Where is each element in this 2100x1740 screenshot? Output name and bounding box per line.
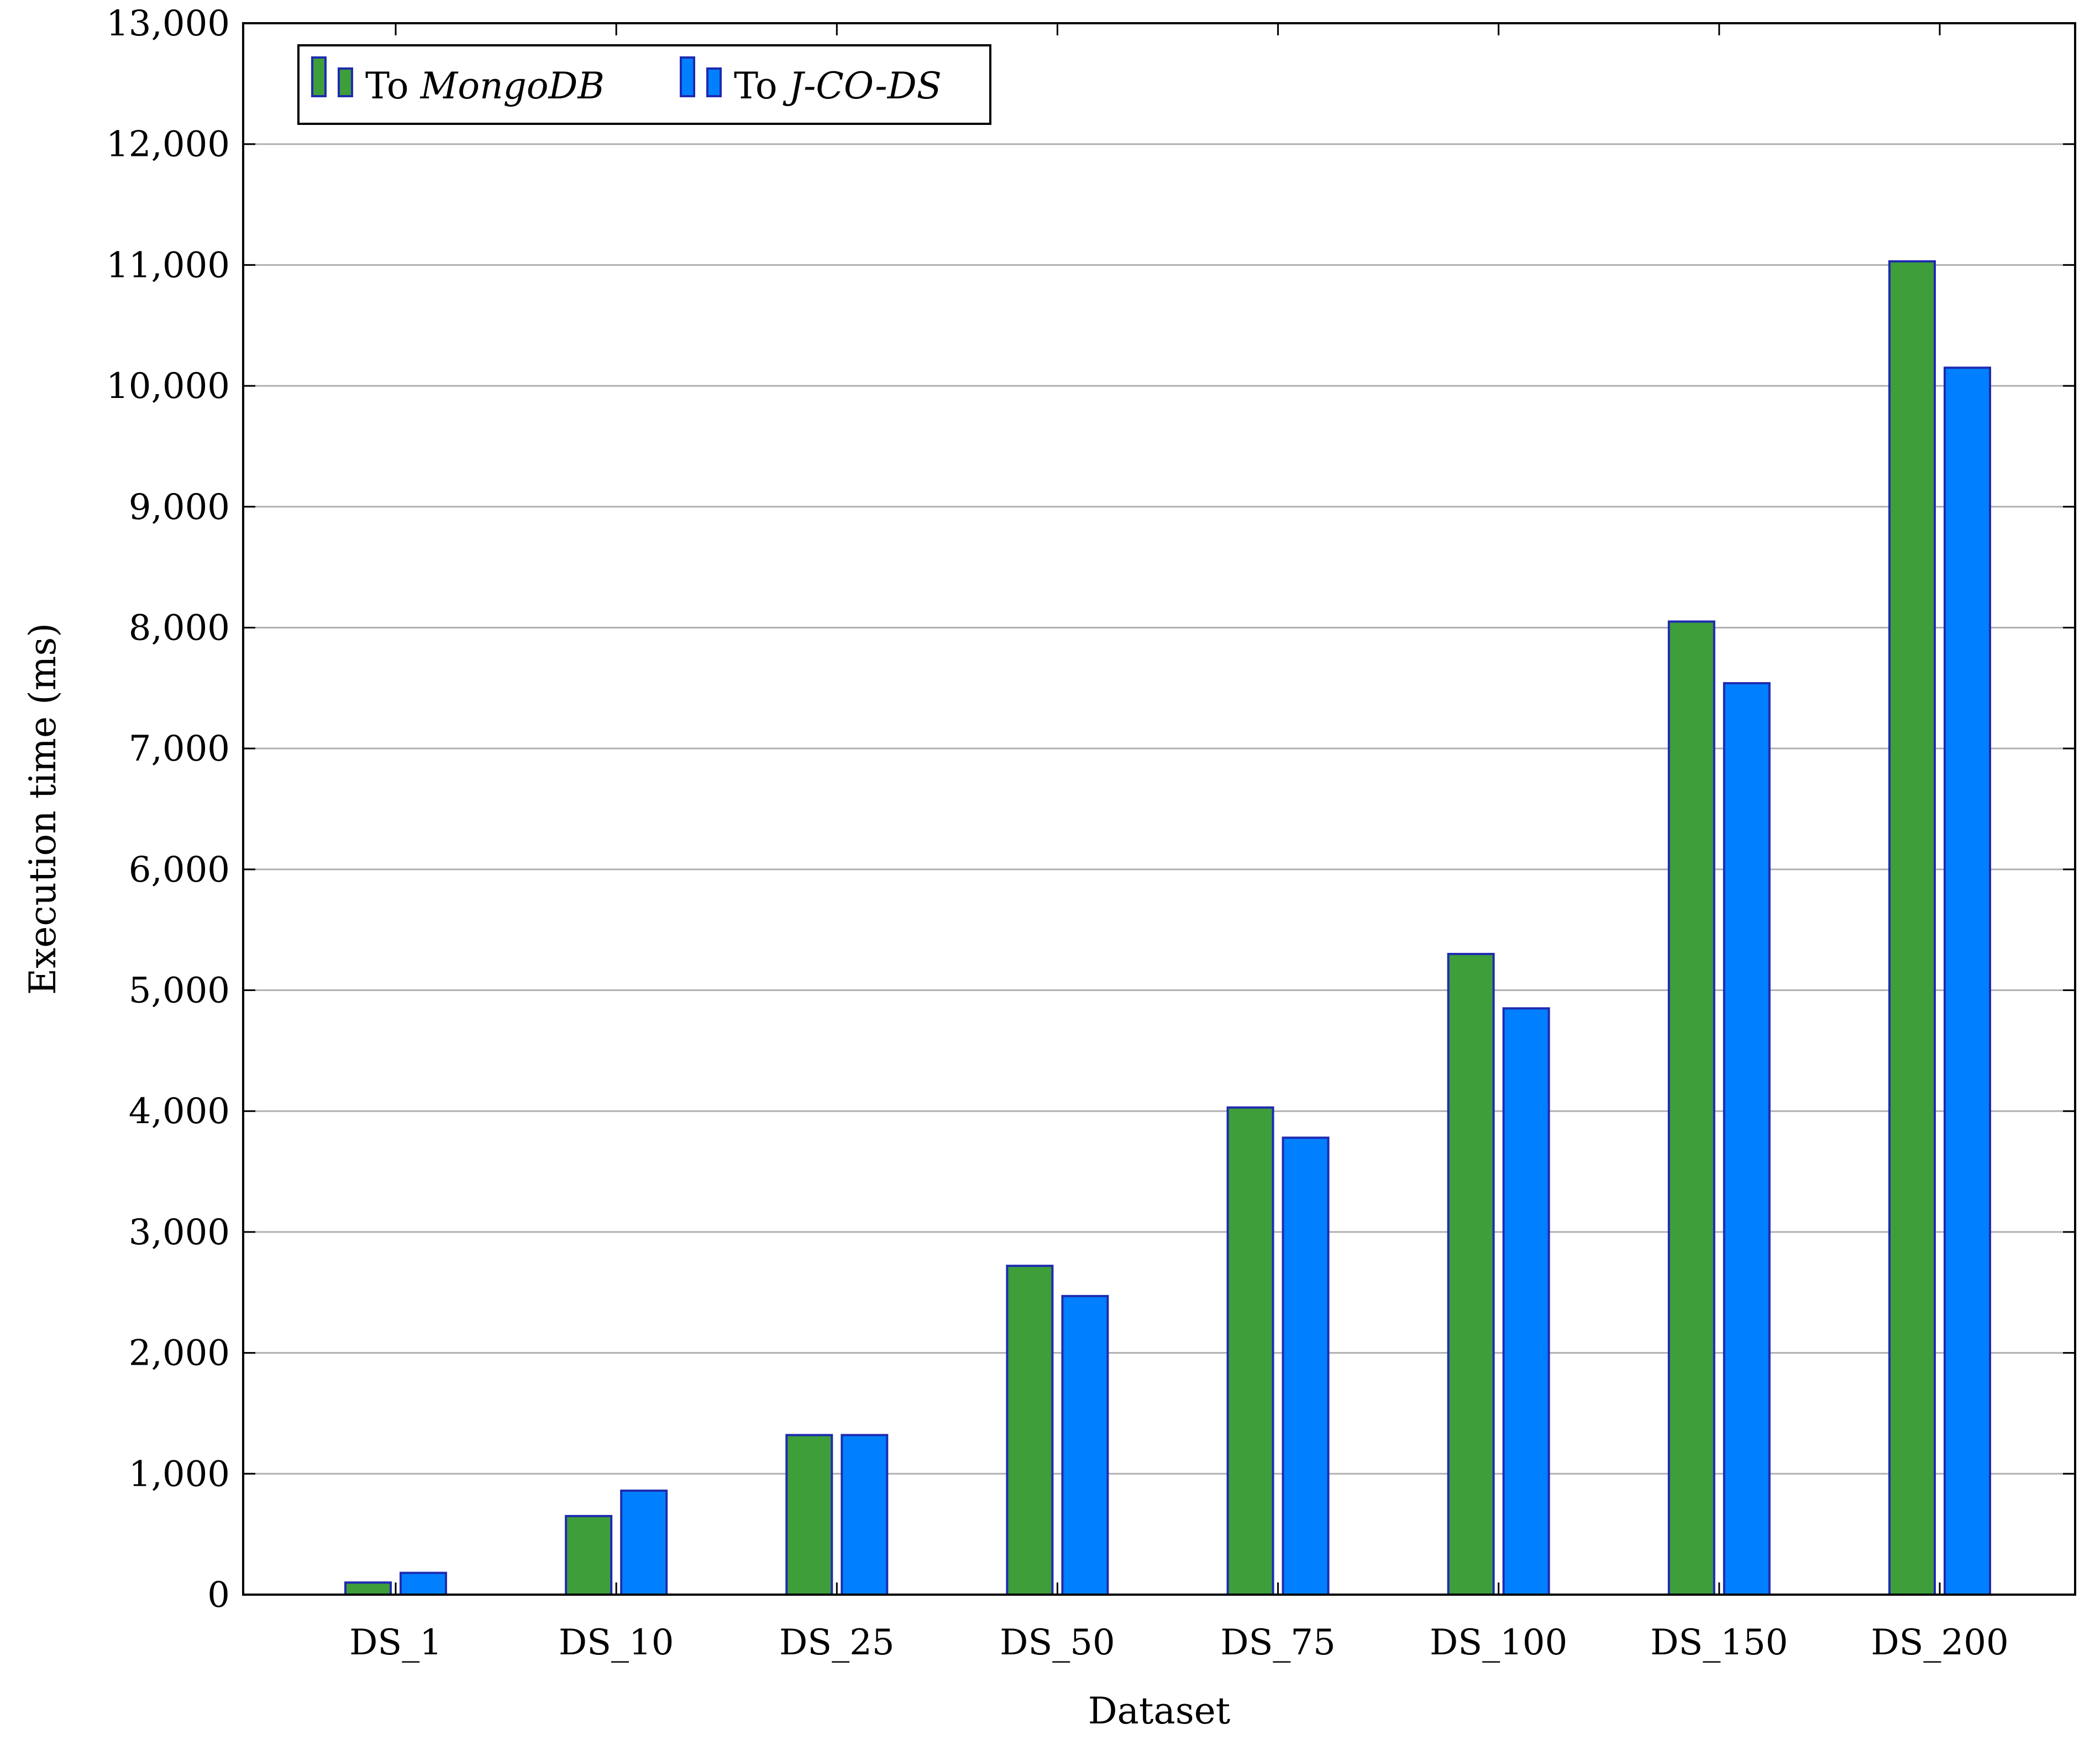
- bar-mongodb-ds_150: [1667, 620, 1715, 1596]
- legend-label-prefix: To: [734, 65, 789, 107]
- x-axis-label: Dataset: [1088, 1690, 1231, 1732]
- x-tick-label: DS_10: [559, 1622, 674, 1663]
- bar-jcods-ds_100: [1502, 1007, 1550, 1596]
- y-tick-label: 5,000: [129, 971, 230, 1011]
- plot-frame: [242, 22, 2076, 1596]
- bar-jcods-ds_150: [1723, 682, 1771, 1596]
- legend-swatch: [311, 56, 327, 97]
- x-tick-label: DS_50: [1000, 1622, 1115, 1663]
- x-tick-label: DS_150: [1650, 1622, 1788, 1663]
- y-tick-label: 12,000: [106, 124, 230, 165]
- bar-jcods-ds_50: [1061, 1294, 1109, 1596]
- legend-label-name: MongoDB: [420, 65, 605, 107]
- legend-swatch: [338, 67, 353, 97]
- bar-jcods-ds_10: [620, 1489, 668, 1596]
- x-tick-label: DS_100: [1430, 1622, 1567, 1663]
- y-tick-label: 3,000: [129, 1212, 230, 1253]
- y-tick-label: 2,000: [129, 1333, 230, 1374]
- bar-mongodb-ds_100: [1447, 952, 1495, 1596]
- legend-label: To MongoDB: [365, 65, 605, 107]
- y-tick-label: 10,000: [106, 366, 230, 407]
- y-tick-label: 11,000: [106, 245, 230, 286]
- y-tick-label: 8,000: [129, 607, 230, 648]
- bar-mongodb-ds_50: [1006, 1265, 1054, 1596]
- x-tick-label: DS_25: [779, 1622, 895, 1663]
- gridlines: [243, 143, 2075, 1475]
- bar-mongodb-ds_25: [785, 1434, 833, 1596]
- legend-swatch: [680, 56, 695, 97]
- bar-mongodb-ds_75: [1226, 1106, 1274, 1596]
- bar-jcods-ds_1: [400, 1571, 447, 1596]
- y-tick-label: 6,000: [129, 850, 230, 890]
- y-tick-label: 7,000: [129, 729, 230, 769]
- bar-jcods-ds_25: [841, 1434, 889, 1596]
- bar-jcods-ds_75: [1282, 1136, 1330, 1596]
- legend-label: To J-CO-DS: [734, 65, 942, 107]
- legend-label-name: J-CO-DS: [783, 65, 942, 107]
- bar-mongodb-ds_10: [565, 1514, 613, 1596]
- bars: [344, 260, 1991, 1596]
- y-tick-label: 1,000: [129, 1454, 230, 1495]
- legend-box: [297, 44, 991, 125]
- legend-label-prefix: To: [365, 65, 421, 107]
- legend-swatch: [706, 67, 722, 97]
- x-tick-label: DS_75: [1220, 1622, 1336, 1663]
- y-tick-label: 9,000: [129, 487, 230, 528]
- bar-mongodb-ds_200: [1888, 260, 1936, 1596]
- x-tick-label: DS_200: [1871, 1622, 2008, 1663]
- y-tick-label: 4,000: [129, 1091, 230, 1132]
- x-tick-label: DS_1: [349, 1622, 442, 1663]
- y-axis-label: Execution time (ms): [22, 623, 64, 995]
- axis-ticks: 0 1,000 2,000 3,000 4,000 5,000 6,000 7,000 8,00…: [106, 3, 2075, 1663]
- y-tick-label: 13,000: [106, 3, 230, 44]
- legend: To MongoDB To J-CO-DS: [297, 44, 991, 125]
- bar-mongodb-ds_1: [344, 1581, 392, 1596]
- bar-jcods-ds_200: [1944, 366, 1991, 1596]
- y-tick-label: 0: [207, 1575, 230, 1616]
